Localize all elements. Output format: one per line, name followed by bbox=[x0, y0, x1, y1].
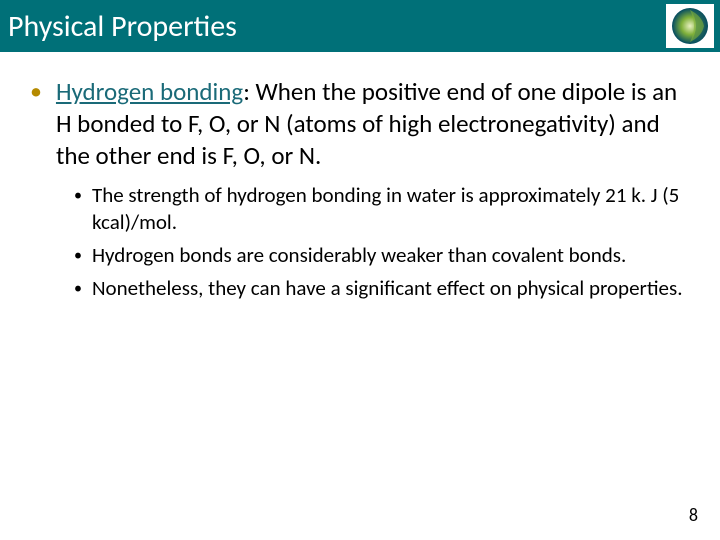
list-item: • The strength of hydrogen bonding in wa… bbox=[74, 182, 690, 236]
header-bar: Physical Properties bbox=[0, 0, 720, 52]
slide: Physical Properties • bbox=[0, 0, 720, 540]
page-number: 8 bbox=[689, 504, 698, 526]
bullet-list-level1: • Hydrogen bonding: When the positive en… bbox=[30, 76, 690, 172]
bullet-text: The strength of hydrogen bonding in wate… bbox=[92, 182, 690, 236]
bullet-list-level2: • The strength of hydrogen bonding in wa… bbox=[74, 182, 690, 302]
list-item: • Nonetheless, they can have a significa… bbox=[74, 275, 690, 302]
bullet-text: Hydrogen bonds are considerably weaker t… bbox=[92, 242, 626, 269]
list-item: • Hydrogen bonding: When the positive en… bbox=[30, 76, 690, 172]
logo-image bbox=[666, 4, 714, 48]
bullet-icon: • bbox=[74, 242, 82, 269]
bullet-text: Hydrogen bonding: When the positive end … bbox=[56, 76, 690, 172]
bullet-icon: • bbox=[74, 275, 82, 302]
bullet-text: Nonetheless, they can have a significant… bbox=[92, 275, 683, 302]
bullet-icon: • bbox=[74, 182, 82, 236]
list-item: • Hydrogen bonds are considerably weaker… bbox=[74, 242, 690, 269]
bullet-icon: • bbox=[30, 76, 42, 172]
term-text: Hydrogen bonding bbox=[56, 76, 243, 107]
content-area: • Hydrogen bonding: When the positive en… bbox=[0, 52, 720, 302]
page-title: Physical Properties bbox=[8, 8, 237, 45]
